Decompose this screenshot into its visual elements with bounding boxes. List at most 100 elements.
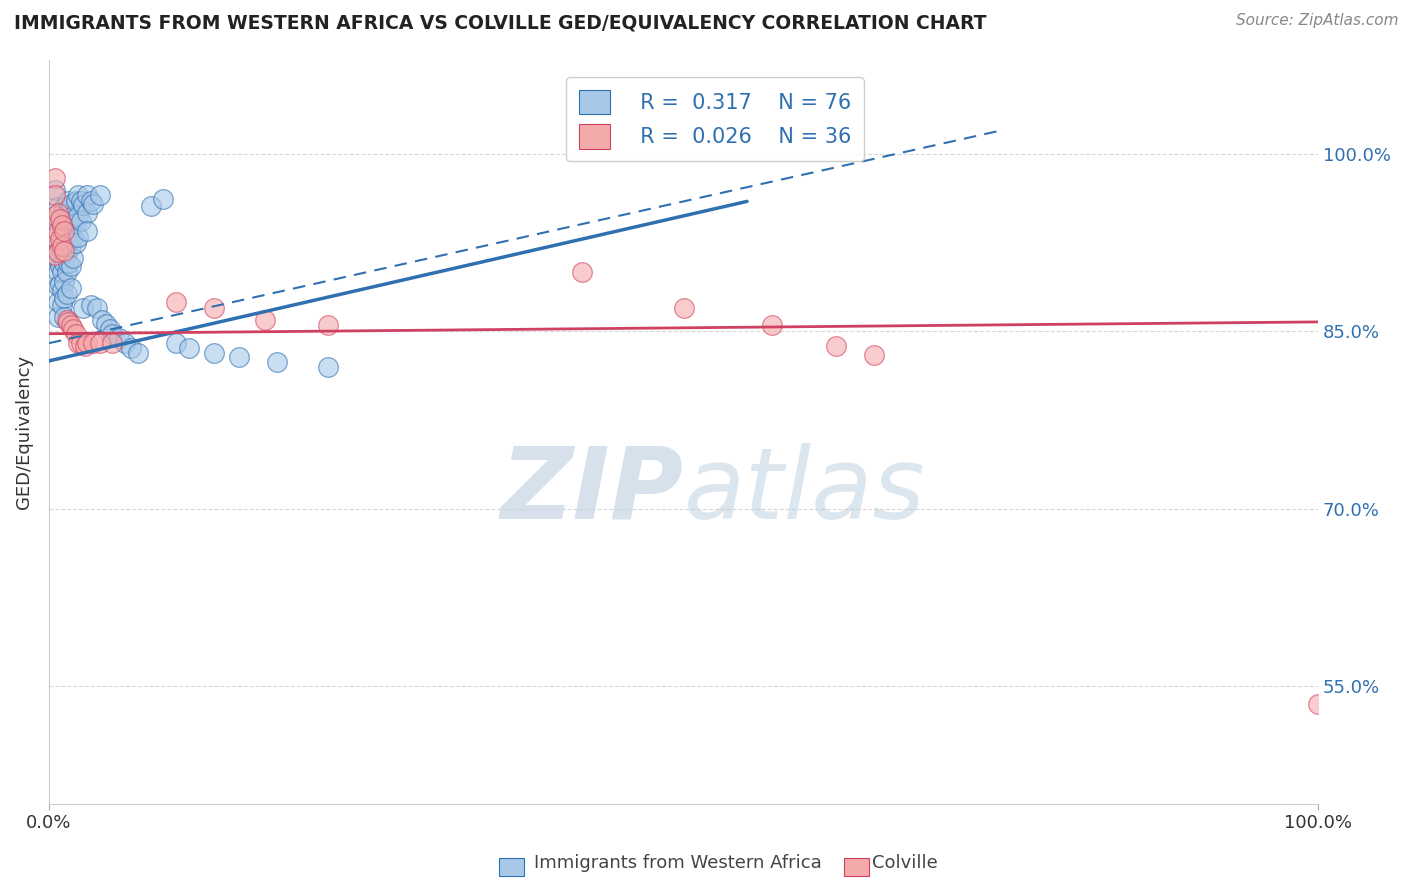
Point: [76, 206, 98, 220]
Point: [86, 301, 108, 315]
Point: [316, 359, 339, 374]
Point: [44, 188, 66, 202]
Point: [49, 277, 72, 291]
Point: [67, 336, 90, 351]
Point: [65, 235, 87, 250]
Point: [139, 199, 162, 213]
Point: [55, 206, 77, 220]
Point: [56, 315, 79, 329]
Point: [76, 188, 98, 202]
Legend:   R =  0.317    N = 76,   R =  0.026    N = 36: R = 0.317 N = 76, R = 0.026 N = 36: [567, 78, 863, 161]
Point: [49, 242, 72, 256]
Point: [56, 194, 79, 209]
Text: ZIP: ZIP: [501, 442, 683, 540]
Point: [53, 244, 76, 258]
Point: [46, 253, 69, 268]
Point: [56, 256, 79, 270]
Point: [152, 192, 174, 206]
Point: [82, 336, 104, 351]
Point: [51, 239, 73, 253]
Point: [73, 338, 96, 352]
Text: IMMIGRANTS FROM WESTERN AFRICA VS COLVILLE GED/EQUIVALENCY CORRELATION CHART: IMMIGRANTS FROM WESTERN AFRICA VS COLVIL…: [14, 13, 987, 32]
Point: [59, 196, 82, 211]
Point: [46, 218, 69, 232]
Point: [94, 318, 117, 332]
Point: [863, 348, 886, 362]
Point: [62, 230, 84, 244]
Point: [62, 251, 84, 265]
Point: [67, 188, 90, 202]
Point: [56, 235, 79, 250]
Point: [127, 345, 149, 359]
Point: [44, 170, 66, 185]
Point: [65, 194, 87, 209]
Point: [59, 318, 82, 333]
Point: [72, 198, 94, 212]
Point: [46, 279, 69, 293]
Point: [44, 183, 66, 197]
Point: [44, 247, 66, 261]
Point: [59, 260, 82, 274]
Point: [46, 265, 69, 279]
Point: [89, 188, 111, 202]
Point: [98, 322, 121, 336]
Point: [65, 216, 87, 230]
Point: [121, 341, 143, 355]
Point: [53, 200, 76, 214]
Point: [266, 355, 288, 369]
Point: [76, 336, 98, 351]
Point: [46, 206, 69, 220]
Point: [761, 318, 783, 333]
Point: [67, 209, 90, 223]
Text: Colville: Colville: [872, 855, 938, 872]
Point: [53, 310, 76, 325]
Point: [51, 224, 73, 238]
Point: [51, 283, 73, 297]
Point: [62, 209, 84, 223]
Point: [202, 301, 225, 315]
Point: [101, 336, 124, 351]
Point: [51, 298, 73, 312]
Point: [101, 326, 124, 341]
Point: [46, 245, 69, 260]
Point: [89, 336, 111, 351]
Point: [46, 235, 69, 250]
Text: atlas: atlas: [683, 442, 925, 540]
Point: [62, 322, 84, 336]
Point: [59, 280, 82, 294]
Point: [202, 345, 225, 359]
Point: [44, 209, 66, 223]
Point: [824, 338, 846, 352]
Point: [55, 265, 77, 279]
Point: [65, 326, 87, 341]
Point: [59, 218, 82, 232]
Point: [228, 351, 250, 365]
Point: [253, 312, 276, 326]
Point: [46, 200, 69, 214]
Point: [53, 275, 76, 289]
Point: [55, 227, 77, 242]
Text: Immigrants from Western Africa: Immigrants from Western Africa: [534, 855, 823, 872]
Point: [316, 318, 339, 333]
Point: [46, 294, 69, 309]
Point: [46, 225, 69, 239]
Point: [55, 312, 77, 326]
Point: [571, 265, 593, 279]
Point: [80, 298, 103, 312]
Point: [165, 336, 187, 351]
Point: [69, 214, 91, 228]
Point: [107, 331, 129, 345]
Point: [51, 244, 73, 258]
Point: [51, 265, 73, 279]
Point: [49, 212, 72, 227]
Point: [76, 224, 98, 238]
Point: [165, 294, 187, 309]
Point: [53, 224, 76, 238]
Point: [672, 301, 695, 315]
Point: [91, 312, 114, 326]
Point: [53, 291, 76, 305]
Point: [80, 194, 103, 209]
Point: [59, 239, 82, 253]
Point: [67, 230, 90, 244]
Point: [177, 341, 200, 355]
